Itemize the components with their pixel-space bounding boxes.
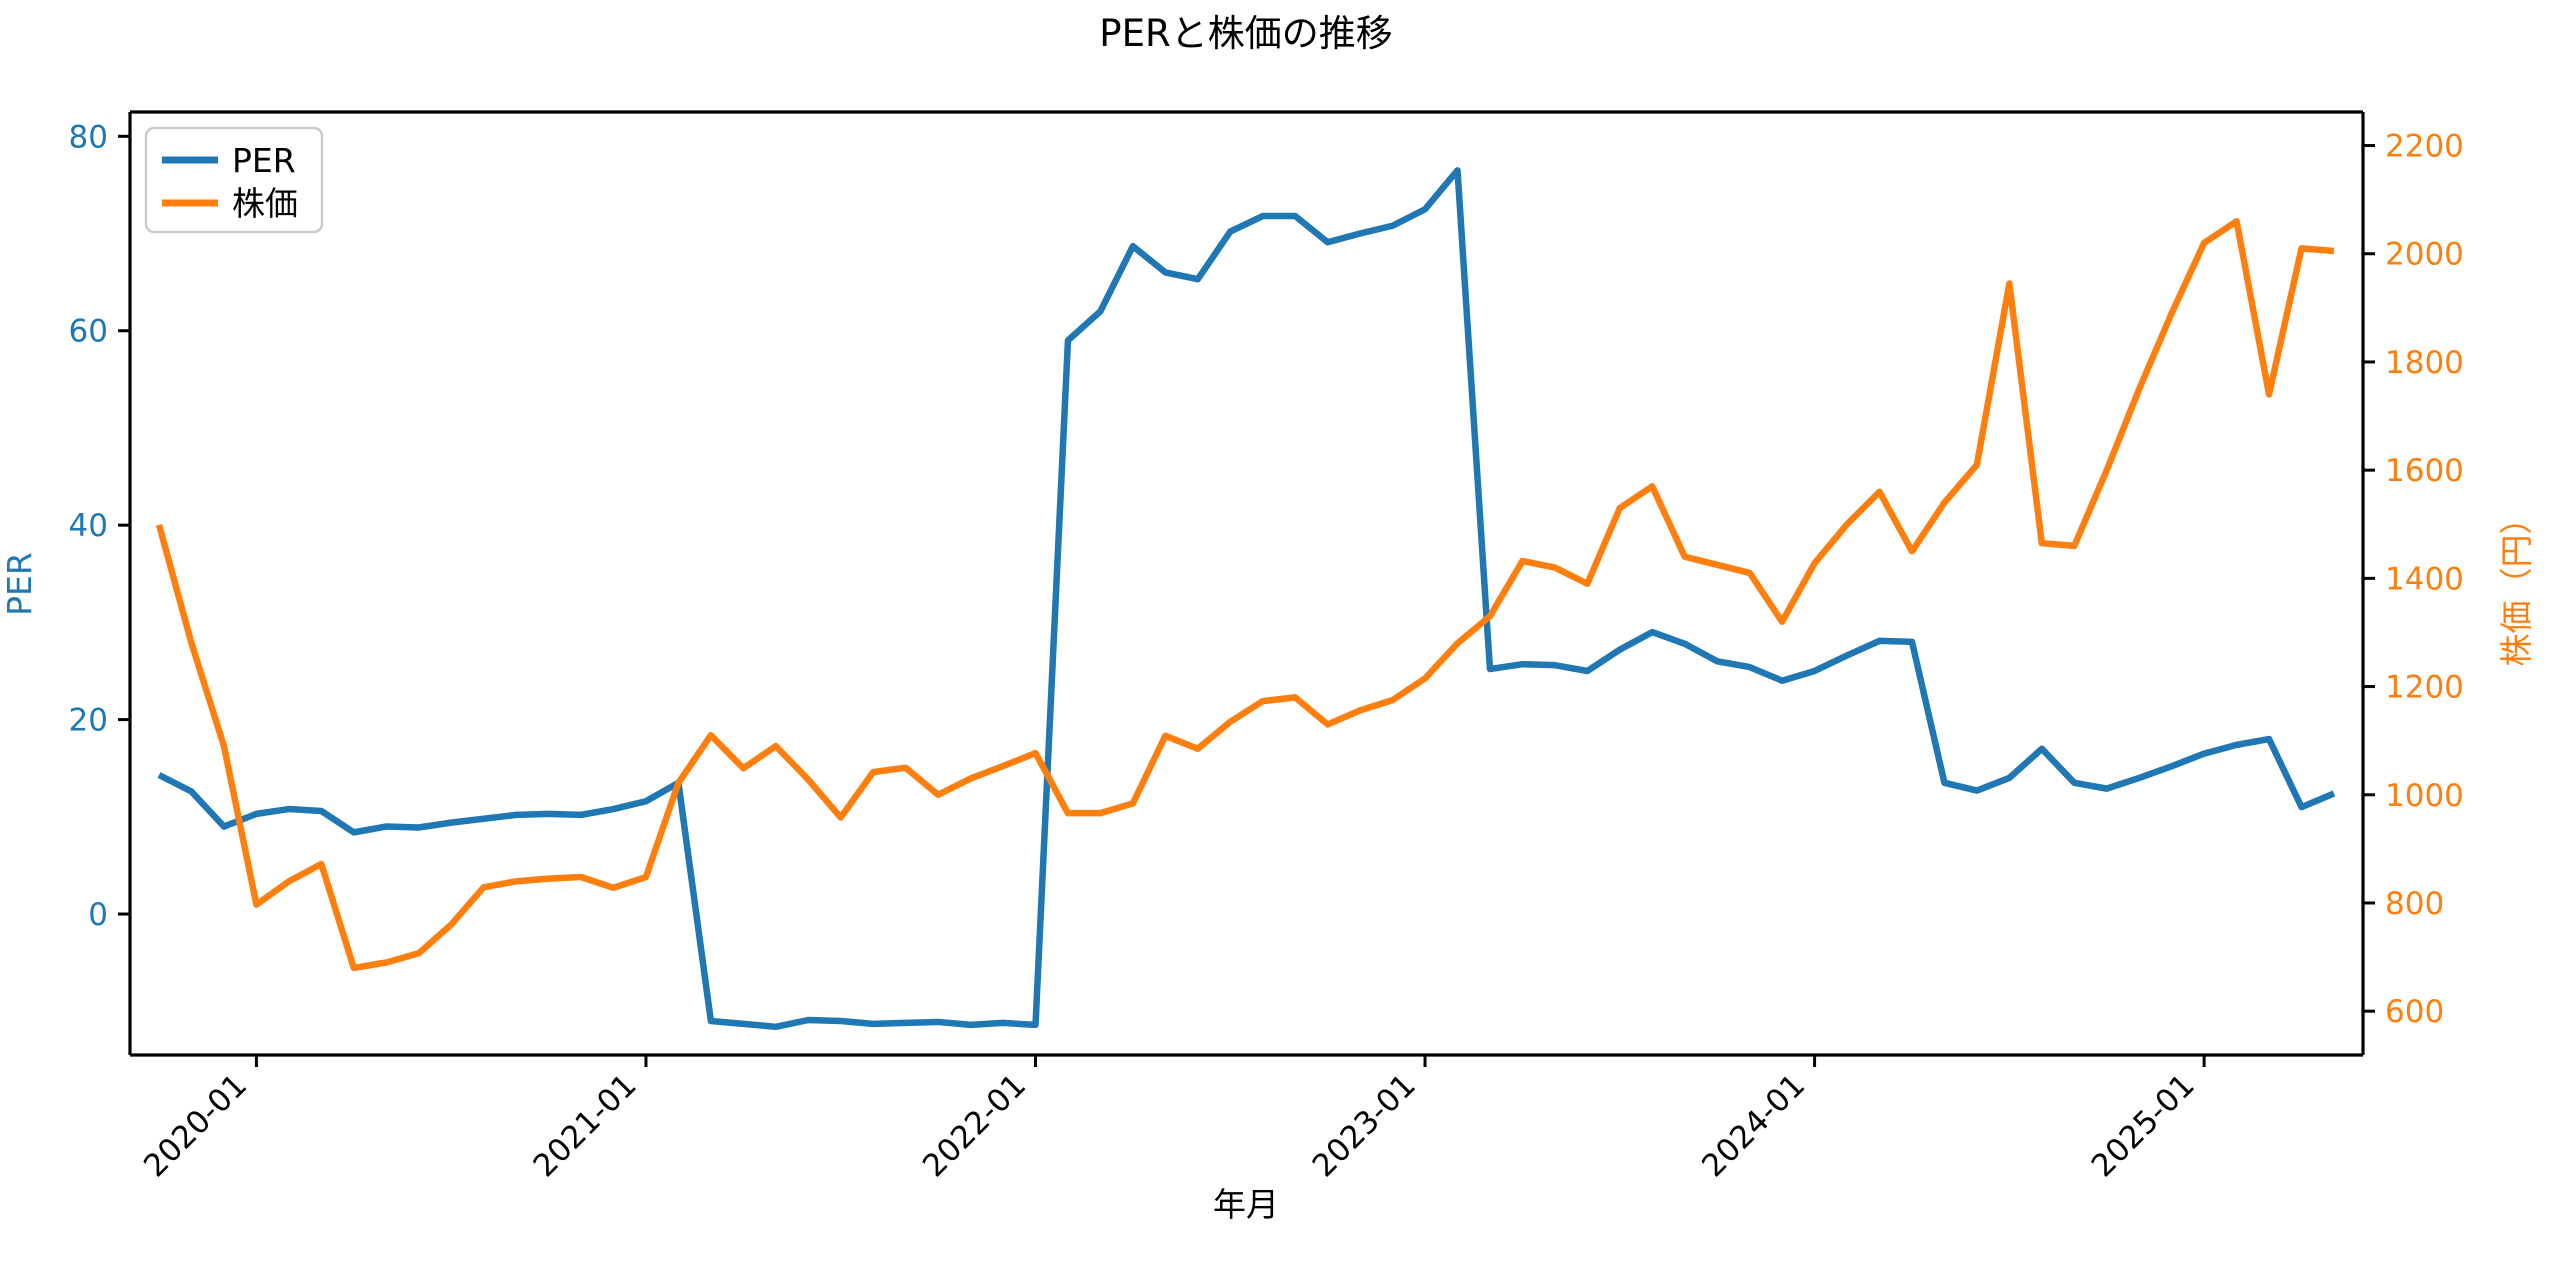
y-left-tick-label: 80 (69, 119, 108, 155)
y-right-tick-label: 2200 (2385, 129, 2464, 165)
x-axis-label: 年月 (1213, 1185, 1279, 1224)
legend-label-kabuka: 株価 (232, 184, 298, 223)
series-line-kabuka (155, 218, 2335, 972)
plot-background (130, 112, 2363, 1055)
chart-legend[interactable]: PER 株価 (144, 126, 324, 234)
axis-spines (128, 110, 2365, 1057)
y-right-tick-label: 1600 (2385, 453, 2464, 489)
y-left-tick-label: 20 (69, 703, 108, 739)
y-axis-right-label: 株価（円） (2497, 502, 2536, 667)
y-right-tick-label: 1200 (2385, 670, 2464, 706)
y-right-tick-label: 1000 (2385, 778, 2464, 814)
axis-tickmarks (118, 134, 2375, 1067)
y-right-tick-label: 800 (2385, 886, 2444, 922)
chart-title: PERと株価の推移 (1099, 12, 1392, 55)
y-right-tick-label: 1800 (2385, 345, 2464, 381)
y-right-tick-label: 1400 (2385, 561, 2464, 597)
y-left-tick-labels: 0 20 40 60 80 (69, 119, 108, 933)
y-axis-left-label: PER (0, 552, 39, 616)
legend-label-per: PER (232, 141, 296, 180)
y-left-tick-label: 40 (69, 508, 108, 544)
data-series (155, 167, 2336, 1031)
plot-area (130, 112, 2363, 1055)
y-right-tick-labels: 600 800 1000 1200 1400 1600 1800 2000 2200 (2385, 129, 2464, 1031)
y-right-tick-label: 2000 (2385, 237, 2464, 273)
y-left-tick-label: 60 (69, 314, 108, 350)
y-left-tick-label: 0 (88, 897, 108, 933)
y-right-tick-label: 600 (2385, 994, 2444, 1030)
series-line-per (157, 167, 2336, 1031)
